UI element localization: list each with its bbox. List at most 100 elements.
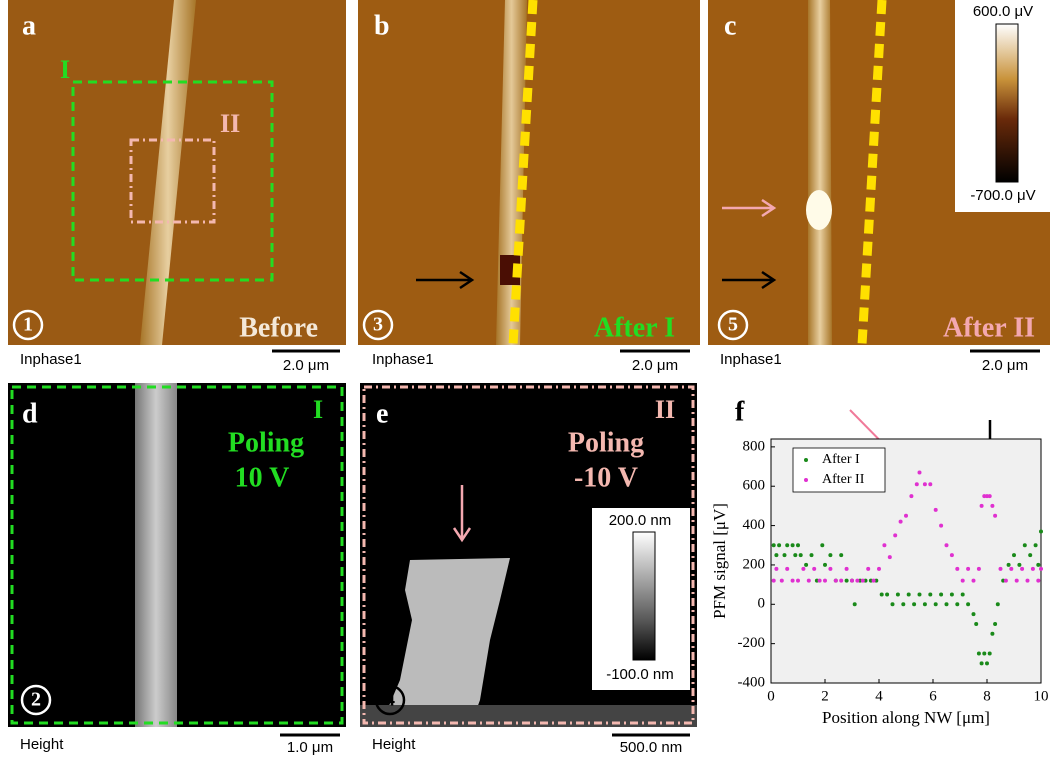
x-tick-label: 10 — [1034, 688, 1049, 704]
point — [1017, 563, 1021, 567]
y-axis-label: PFM signal [μV] — [710, 503, 729, 619]
panel-e: 200.0 nm -100.0 nm e II Poling -10 V 4 H… — [360, 383, 697, 756]
point — [993, 622, 997, 626]
point — [1009, 567, 1013, 571]
x-tick-label: 0 — [767, 688, 775, 704]
point — [885, 592, 889, 596]
y-tick-label: 800 — [743, 438, 766, 454]
x-tick-label: 2 — [821, 688, 829, 704]
point — [945, 543, 949, 547]
point — [888, 555, 892, 559]
channel: Inphase1 — [372, 351, 434, 368]
colorbar-min: -100.0 nm — [606, 666, 674, 683]
point — [928, 592, 932, 596]
point — [915, 482, 919, 486]
x-tick-label: 8 — [983, 688, 991, 704]
point — [839, 579, 843, 583]
point — [801, 567, 805, 571]
point — [912, 602, 916, 606]
point — [934, 602, 938, 606]
point — [853, 602, 857, 606]
point — [880, 592, 884, 596]
point — [810, 553, 814, 557]
poling-label: Poling — [228, 427, 304, 458]
point — [974, 622, 978, 626]
point — [923, 482, 927, 486]
point — [1007, 563, 1011, 567]
point — [977, 651, 981, 655]
point — [812, 567, 816, 571]
point — [950, 592, 954, 596]
point — [1036, 579, 1040, 583]
point — [899, 520, 903, 524]
y-tick-label: 600 — [743, 478, 766, 494]
point — [988, 651, 992, 655]
point — [804, 563, 808, 567]
scale-label: 500.0 nm — [620, 739, 683, 756]
scale-label: 2.0 μm — [632, 357, 678, 374]
point — [834, 579, 838, 583]
point — [823, 579, 827, 583]
y-tick-label: 200 — [743, 556, 766, 572]
point — [772, 579, 776, 583]
point — [877, 567, 881, 571]
colorbar — [633, 532, 655, 660]
point — [990, 632, 994, 636]
legend-label: After I — [822, 452, 860, 467]
point — [1004, 579, 1008, 583]
point — [904, 514, 908, 518]
point — [774, 567, 778, 571]
panel-letter: a — [22, 10, 36, 41]
point — [966, 602, 970, 606]
colorbar-max: 600.0 μV — [973, 3, 1033, 20]
point — [774, 553, 778, 557]
region-label: II — [655, 395, 675, 424]
point — [820, 543, 824, 547]
point — [980, 661, 984, 665]
point — [1036, 563, 1040, 567]
y-tick-label: -200 — [738, 635, 766, 651]
point — [996, 602, 1000, 606]
point — [866, 567, 870, 571]
point — [823, 563, 827, 567]
point — [1034, 543, 1038, 547]
point — [939, 524, 943, 528]
point — [1020, 567, 1024, 571]
colorbar-min: -700.0 μV — [970, 187, 1035, 204]
legend-label: After II — [822, 472, 865, 487]
point — [955, 602, 959, 606]
legend-marker — [804, 478, 808, 482]
point — [891, 602, 895, 606]
point — [966, 567, 970, 571]
point — [793, 553, 797, 557]
point — [861, 579, 865, 583]
figure: a I II 1 Before Inphase1 2.0 μm b 3 Afte… — [0, 0, 1053, 761]
point — [961, 592, 965, 596]
point — [972, 579, 976, 583]
caption: After II — [943, 312, 1035, 343]
colorbar-max: 200.0 nm — [609, 512, 672, 529]
point — [939, 592, 943, 596]
channel: Inphase1 — [20, 351, 82, 368]
point — [1039, 529, 1043, 533]
x-tick-label: 6 — [929, 688, 937, 704]
point — [1015, 579, 1019, 583]
x-tick-label: 4 — [875, 688, 883, 704]
point — [828, 567, 832, 571]
point — [772, 543, 776, 547]
point — [796, 543, 800, 547]
point — [928, 482, 932, 486]
channel: Inphase1 — [720, 351, 782, 368]
point — [993, 514, 997, 518]
spot — [806, 190, 832, 230]
nanowire — [135, 383, 177, 727]
scale-label: 2.0 μm — [982, 357, 1028, 374]
point — [872, 579, 876, 583]
point — [977, 567, 981, 571]
point — [945, 602, 949, 606]
caption: Before — [239, 312, 318, 343]
panel-a: a I II 1 Before Inphase1 2.0 μm — [8, 0, 346, 374]
panel-c: 600.0 μV -700.0 μV c 5 After II Inphase1… — [708, 0, 1050, 374]
point — [1012, 553, 1016, 557]
panel-number: 1 — [23, 314, 33, 336]
